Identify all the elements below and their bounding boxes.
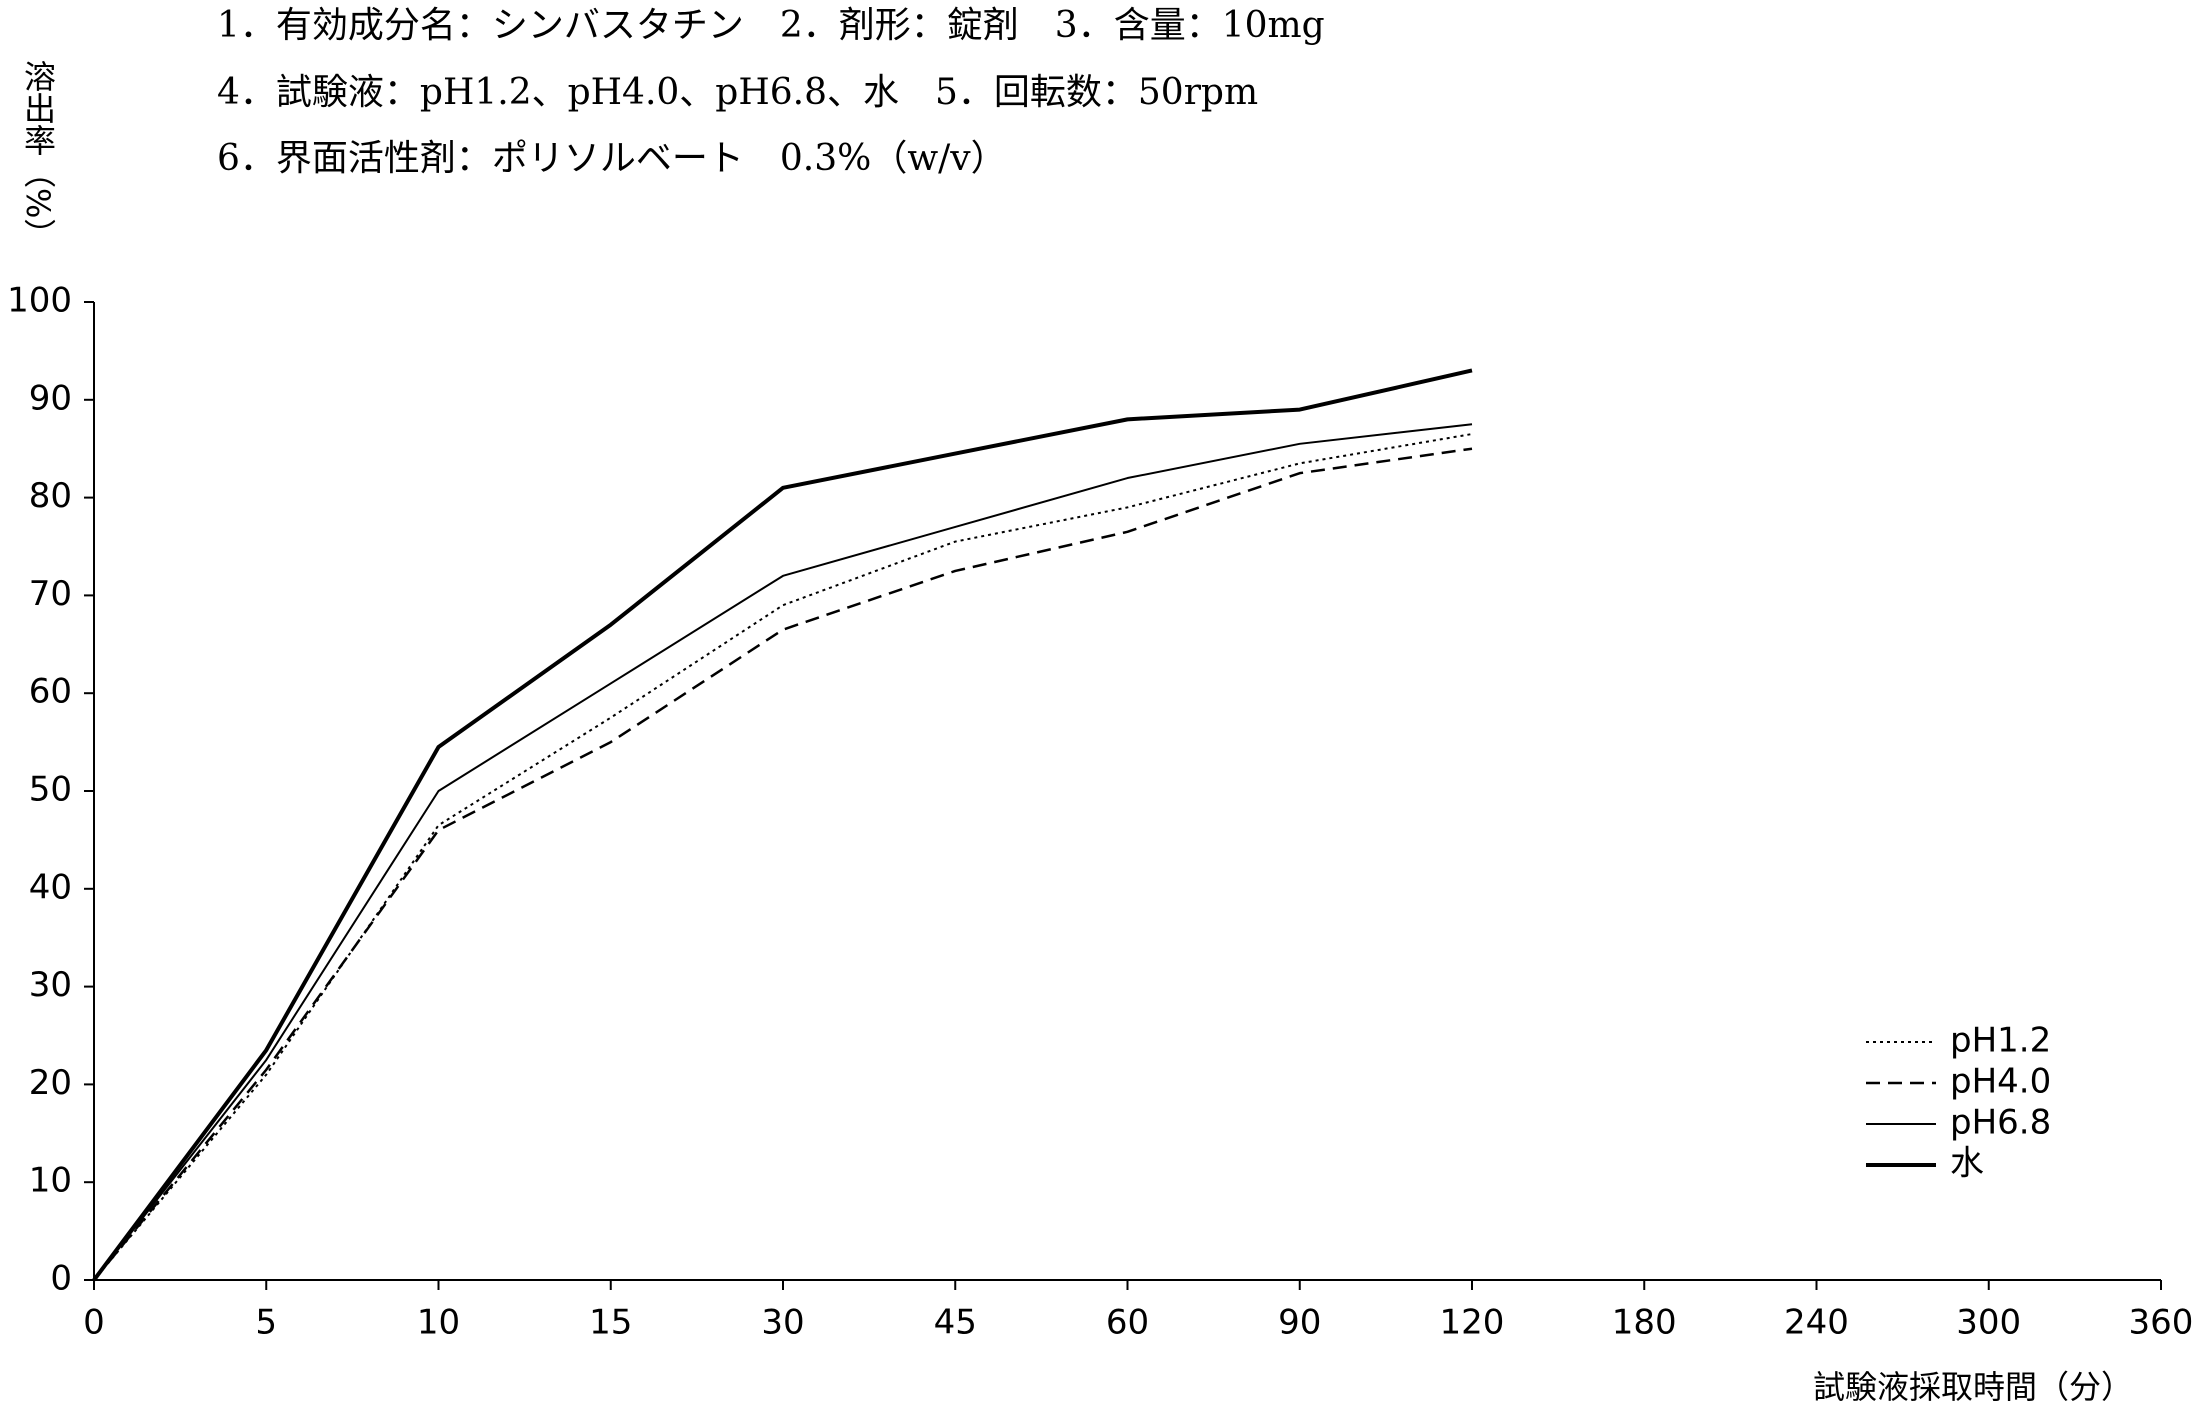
y-tick-label: 70 bbox=[29, 574, 72, 614]
y-tick-label: 100 bbox=[7, 281, 72, 321]
y-axis-label: 溶出率（%） bbox=[19, 60, 57, 250]
title-line: 6．界面活性剤：ポリソルベート 0.3%（w/v） bbox=[217, 138, 1007, 179]
x-tick-label: 180 bbox=[1612, 1303, 1677, 1343]
x-tick-label: 60 bbox=[1106, 1303, 1149, 1343]
y-tick-label: 50 bbox=[29, 770, 72, 810]
x-tick-label: 30 bbox=[761, 1303, 804, 1343]
legend-label: 水 bbox=[1950, 1144, 1984, 1184]
y-tick-label: 20 bbox=[29, 1063, 72, 1103]
legend-label: pH1.2 bbox=[1950, 1021, 2051, 1061]
x-tick-label: 90 bbox=[1278, 1303, 1321, 1343]
y-tick-label: 60 bbox=[29, 672, 72, 712]
y-tick-label: 10 bbox=[29, 1161, 72, 1201]
x-tick-label: 5 bbox=[255, 1303, 277, 1343]
title-line: 1．有効成分名：シンバスタチン 2．剤形：錠剤 3．含量：10mg bbox=[217, 5, 1325, 46]
x-tick-label: 360 bbox=[2129, 1303, 2194, 1343]
legend-label: pH6.8 bbox=[1950, 1103, 2051, 1143]
series-line bbox=[93, 423, 1473, 1281]
y-tick-label: 80 bbox=[29, 476, 72, 516]
y-tick-label: 90 bbox=[29, 378, 72, 418]
x-tick-label: 120 bbox=[1440, 1303, 1505, 1343]
x-tick-label: 15 bbox=[589, 1303, 632, 1343]
x-tick-label: 0 bbox=[83, 1303, 105, 1343]
y-tick-label: 30 bbox=[29, 965, 72, 1005]
series-line bbox=[93, 447, 1473, 1281]
x-tick-label: 300 bbox=[1956, 1303, 2021, 1343]
x-tick-label: 10 bbox=[417, 1303, 460, 1343]
legend-label: pH4.0 bbox=[1950, 1062, 2051, 1102]
y-tick-label: 0 bbox=[50, 1259, 72, 1299]
x-tick-label: 240 bbox=[1784, 1303, 1849, 1343]
series-line bbox=[93, 433, 1473, 1281]
title-line: 4．試験液：pH1.2、pH4.0、pH6.8、水 5．回転数：50rpm bbox=[217, 72, 1258, 113]
x-tick-label: 45 bbox=[934, 1303, 977, 1343]
y-tick-label: 40 bbox=[29, 867, 72, 907]
series-line bbox=[92, 368, 1473, 1282]
x-axis-label: 試験液採取時間（分） bbox=[1813, 1368, 2133, 1406]
